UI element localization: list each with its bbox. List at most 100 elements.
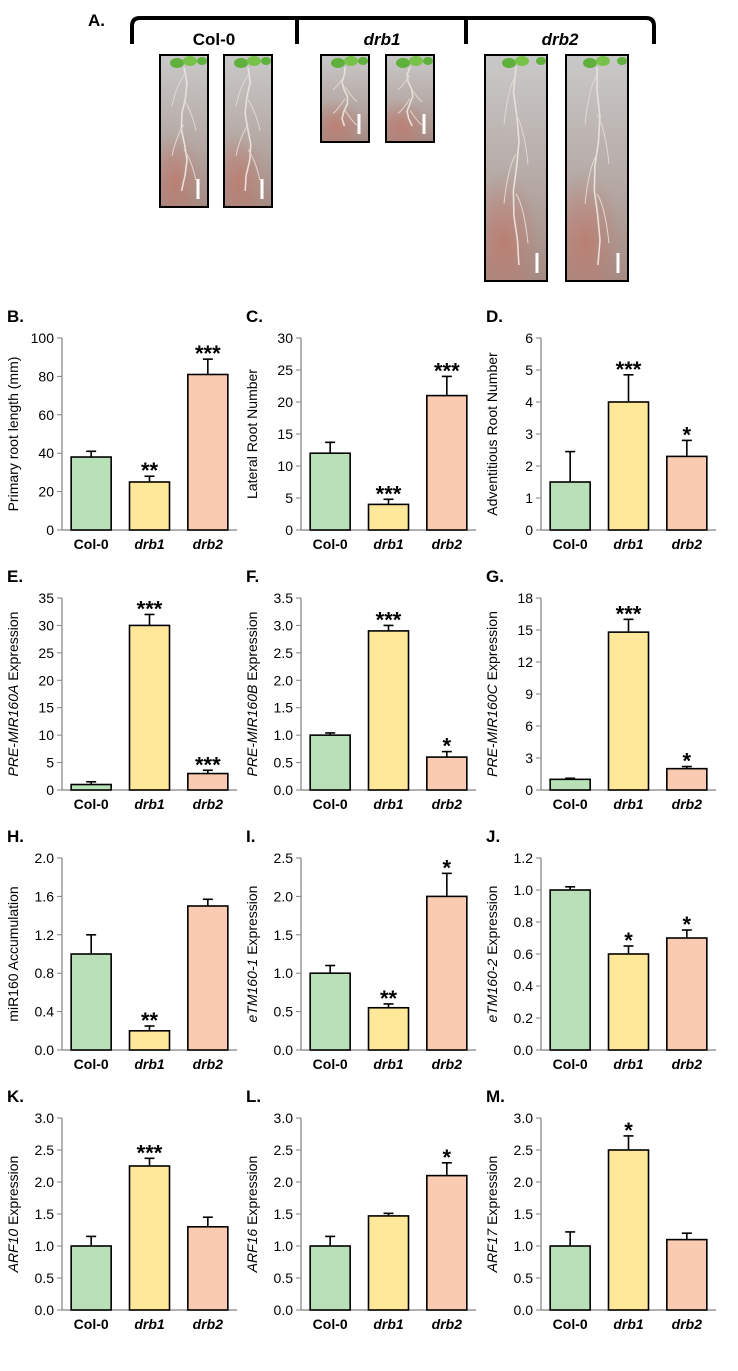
y-tick-label: 6	[525, 330, 533, 346]
y-tick-label: 60	[38, 407, 54, 423]
genotype-label-col0: Col-0	[193, 30, 236, 49]
significance-marker: *	[624, 928, 633, 953]
seedling-photo-drb2-2	[565, 54, 629, 282]
category-label: Col-0	[74, 536, 109, 552]
panel-label: J.	[486, 827, 500, 846]
bar-col-0	[309, 452, 351, 531]
significance-marker: *	[443, 855, 452, 880]
y-axis-label-suffix: Expression	[244, 612, 260, 685]
significance-marker: *	[683, 422, 692, 447]
category-label: drb2	[193, 536, 224, 552]
significance-marker: *	[683, 912, 692, 937]
significance-marker: ***	[195, 752, 221, 777]
bar-drb1	[607, 631, 650, 791]
y-tick-label: 12	[517, 654, 533, 670]
significance-marker: **	[380, 986, 398, 1011]
bar-drb2	[666, 937, 708, 1051]
significance-marker: *	[443, 734, 452, 759]
panel-label: B.	[7, 307, 24, 326]
y-axis-label-gene: ARF17	[484, 1228, 500, 1274]
y-tick-label: 15	[517, 622, 533, 638]
y-tick-label: 20	[38, 484, 54, 500]
chart-J: J. 0.0 0.2 0.4 0.6 0.8 1.0 1.2 eTM160-2 Expressi…	[484, 827, 716, 1072]
y-tick-label: 2.5	[274, 850, 294, 866]
category-label: drb1	[613, 796, 644, 812]
category-label: drb2	[432, 1316, 463, 1332]
panel-label: M.	[486, 1087, 505, 1106]
category-label: Col-0	[74, 1056, 109, 1072]
y-axis-label-gene: eTM160-2	[484, 958, 500, 1022]
y-tick-label: 3.0	[35, 1110, 55, 1126]
bar-col-0	[70, 783, 112, 791]
bar-drb2	[426, 394, 468, 531]
y-tick-label: 2.0	[274, 1174, 294, 1190]
y-axis-label-gene: PRE-MIR160B	[244, 685, 260, 777]
y-tick-label: 0.8	[514, 914, 534, 930]
y-tick-label: 0.5	[274, 755, 294, 771]
seedling-photo-drb1-2	[385, 54, 435, 143]
y-axis-label-suffix: Expression	[5, 612, 21, 685]
y-tick-label: 5	[46, 755, 54, 771]
chart-L: L. 0.0 0.5 1.0 1.5 2.0 2.5 3.0 ARF16 Expression C…	[244, 1087, 476, 1332]
y-tick-label: 15	[277, 426, 293, 442]
category-label: Col-0	[313, 1316, 348, 1332]
panel-a-label: A.	[88, 11, 105, 30]
significance-marker: **	[141, 1008, 159, 1033]
y-tick-label: 0.0	[35, 1042, 55, 1058]
significance-marker: ***	[376, 481, 402, 506]
y-tick-label: 80	[38, 368, 54, 384]
bar-drb1	[367, 503, 410, 531]
y-tick-label: 25	[277, 362, 293, 378]
category-label: drb1	[613, 1316, 644, 1332]
bar-col-0	[70, 953, 112, 1051]
y-tick-label: 0.0	[274, 782, 294, 798]
y-tick-label: 6	[525, 718, 533, 734]
y-tick-label: 1.2	[514, 850, 534, 866]
y-tick-label: 1.5	[274, 700, 294, 716]
y-tick-label: 2.5	[274, 1142, 294, 1158]
significance-marker: ***	[137, 596, 163, 621]
y-tick-label: 30	[277, 330, 293, 346]
chart-M: M. 0.0 0.5 1.0 1.5 2.0 2.5 3.0 ARF17 Expression C…	[484, 1087, 716, 1332]
y-axis-label: PRE-MIR160A Expression	[5, 612, 21, 777]
y-tick-label: 2.5	[274, 645, 294, 661]
seedling-photo-drb1-1	[320, 54, 370, 143]
y-axis-label-gene: ARF16	[244, 1229, 260, 1274]
category-label: Col-0	[313, 536, 348, 552]
panel-label: C.	[246, 307, 263, 326]
y-axis-label: ARF16 Expression	[244, 1156, 260, 1274]
y-tick-label: 2.0	[35, 850, 55, 866]
y-tick-label: 2.0	[35, 1174, 55, 1190]
y-axis-label: Primary root length (mm)	[5, 357, 21, 512]
category-label: drb1	[373, 1316, 404, 1332]
category-label: drb1	[134, 1056, 165, 1072]
y-tick-label: 20	[277, 394, 293, 410]
y-axis-label: eTM160-1 Expression	[244, 886, 260, 1023]
y-tick-label: 1.0	[514, 882, 534, 898]
y-tick-label: 3.0	[514, 1110, 534, 1126]
bar-col-0	[549, 481, 591, 531]
bar-col-0	[309, 972, 351, 1051]
category-label: drb2	[672, 1056, 703, 1072]
y-tick-label: 1.0	[274, 1238, 294, 1254]
category-label: Col-0	[553, 536, 588, 552]
category-label: drb2	[672, 796, 703, 812]
bar-drb1	[128, 1030, 171, 1051]
y-tick-label: 0.5	[274, 1270, 294, 1286]
y-tick-label: 0.0	[514, 1302, 534, 1318]
y-axis-label: ARF10 Expression	[5, 1156, 21, 1274]
y-axis-label-suffix: Expression	[5, 1156, 21, 1229]
y-tick-label: 10	[277, 458, 293, 474]
category-label: Col-0	[553, 1056, 588, 1072]
seedling-photo-col0-2	[223, 54, 273, 208]
bar-col-0	[549, 1245, 591, 1311]
y-tick-label: 1.0	[274, 727, 294, 743]
y-tick-label: 3	[525, 750, 533, 766]
y-tick-label: 1	[525, 490, 533, 506]
bar-drb2	[666, 1238, 708, 1311]
chart-B: B. 0 20 40 60 80 100 Primary root length (mm) Co…	[5, 307, 237, 552]
significance-marker: *	[624, 1118, 633, 1143]
y-tick-label: 20	[38, 672, 54, 688]
y-tick-label: 0.4	[35, 1004, 55, 1020]
